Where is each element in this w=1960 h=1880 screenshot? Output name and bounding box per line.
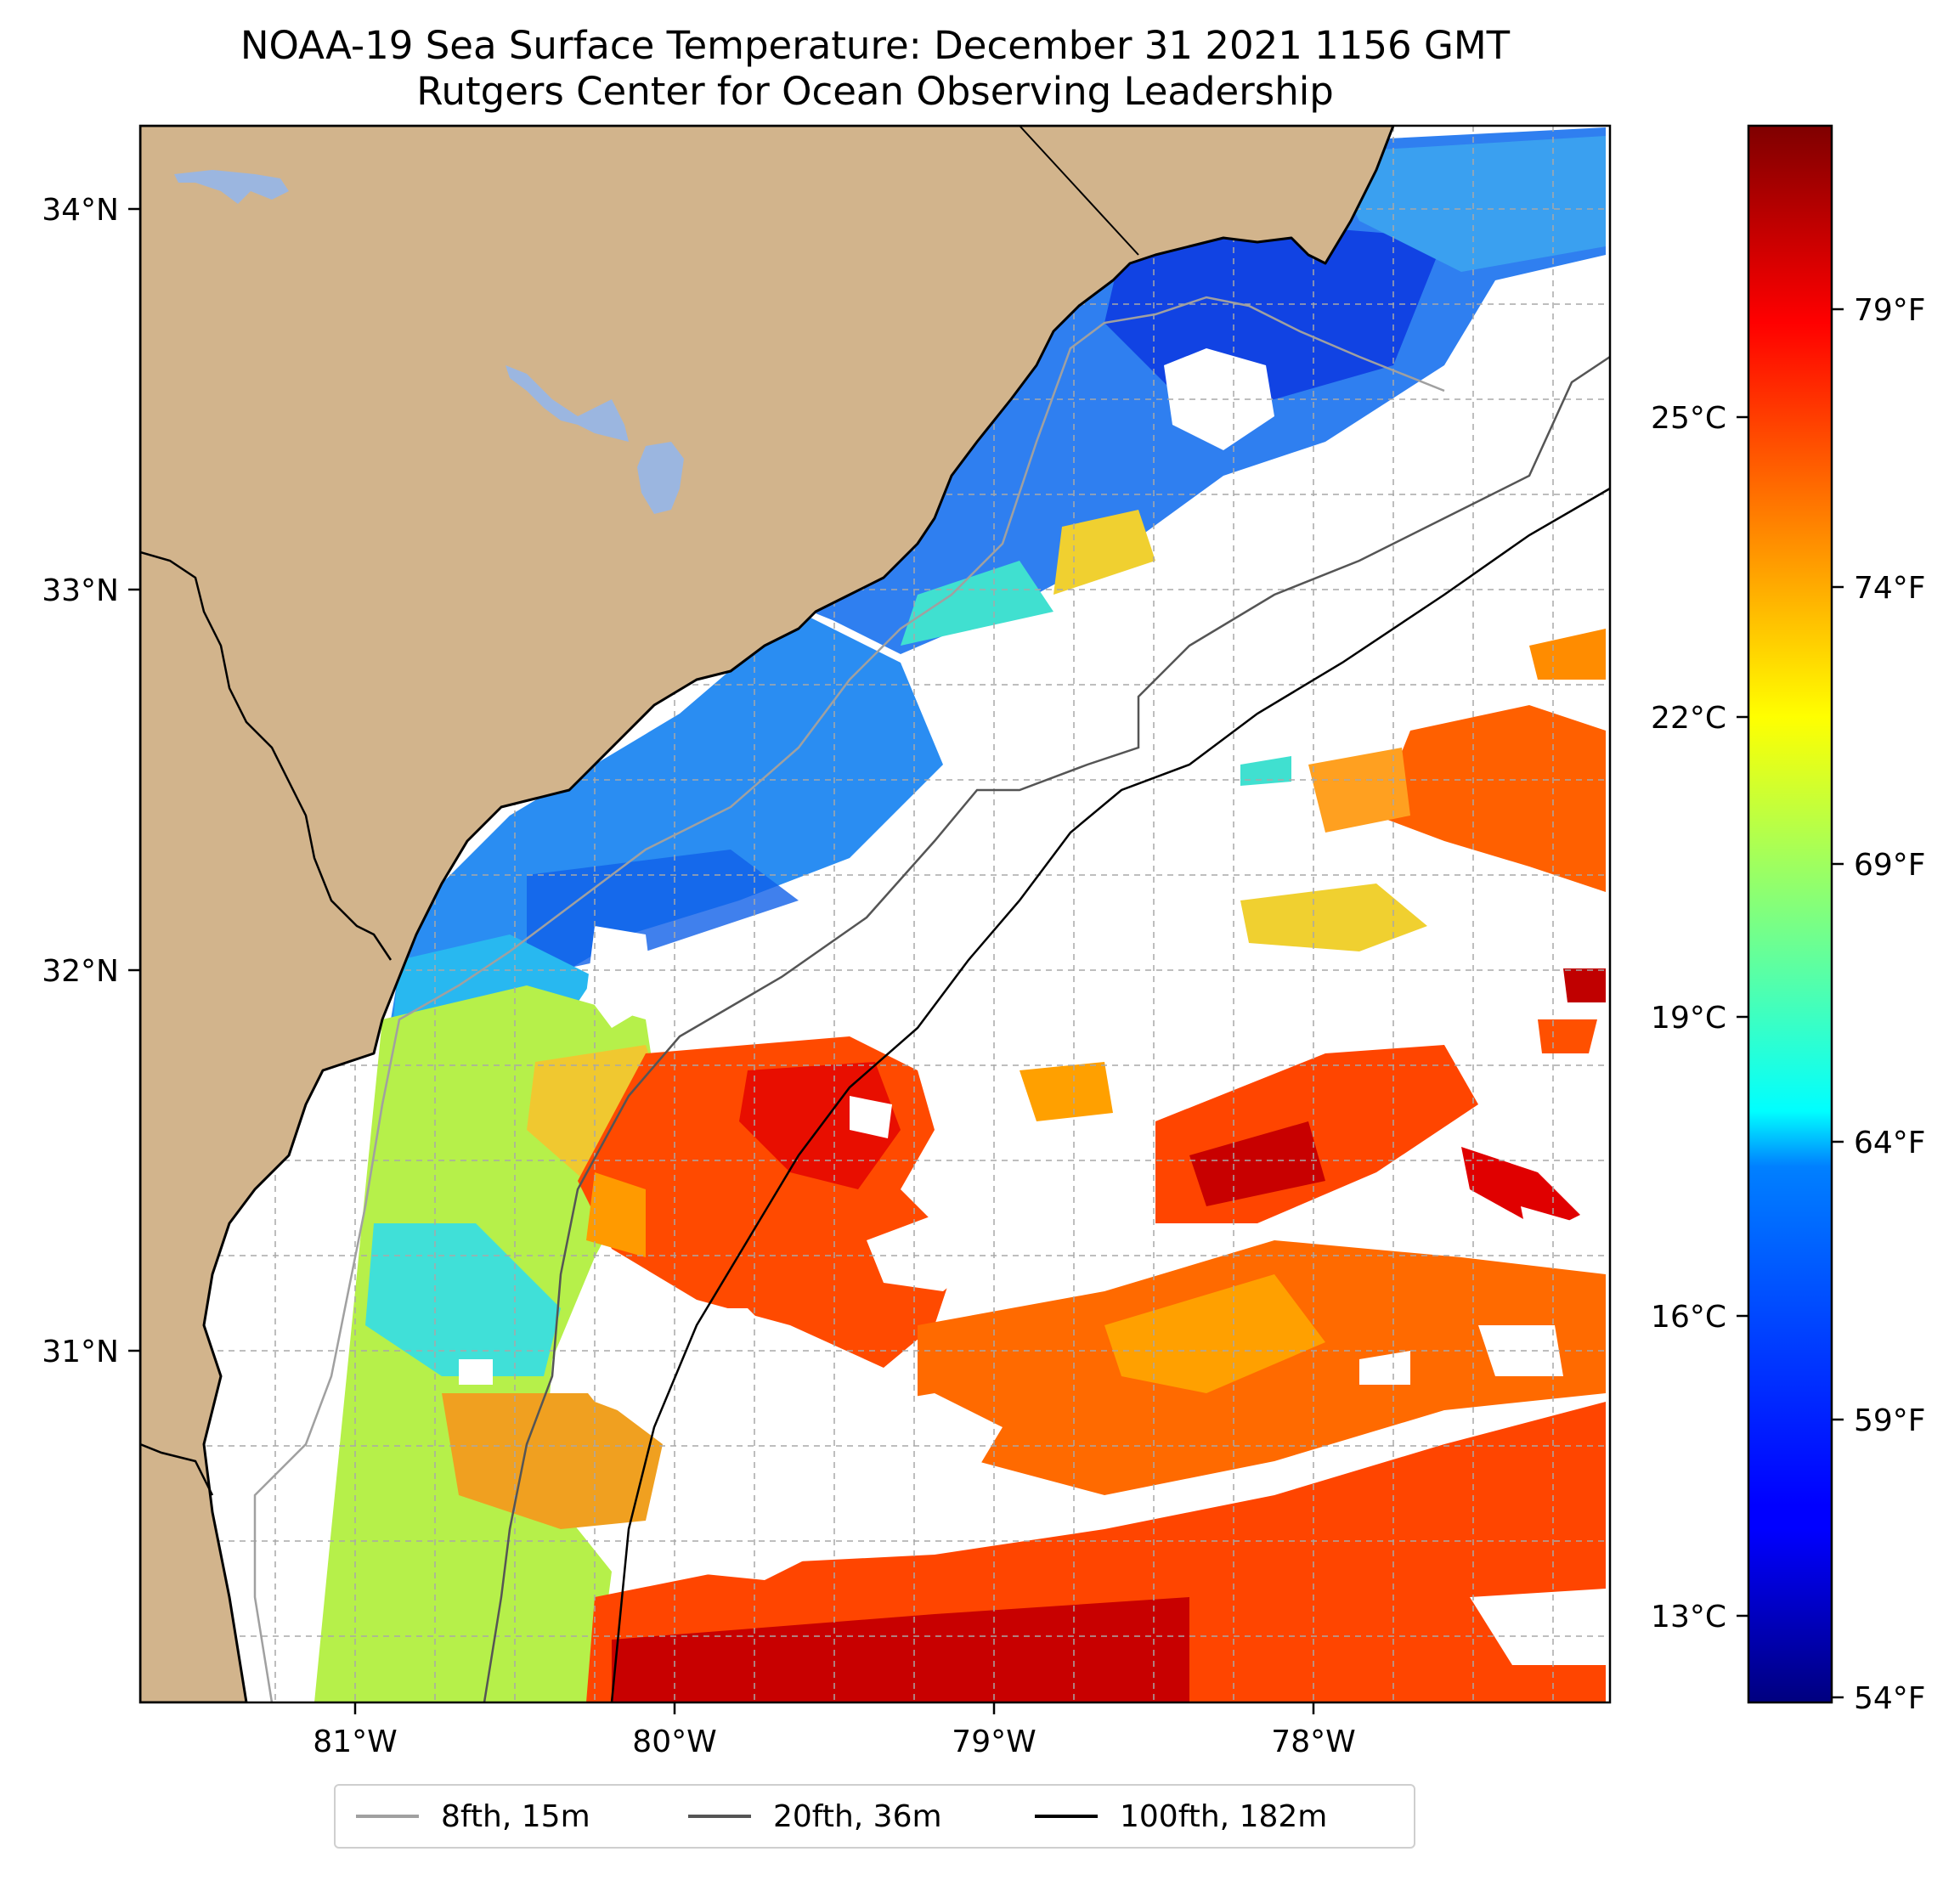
- legend-item-8fth: 8fth, 15m: [356, 1786, 590, 1847]
- legend-label-20fth: 20fth, 36m: [773, 1798, 942, 1834]
- lon-label-78w: 78°W: [1271, 1725, 1355, 1759]
- colorbar-label-54f: 54°F: [1854, 1681, 1926, 1716]
- contour-8fth: [253, 296, 1445, 1702]
- colorbar-label-13c: 13°C: [1651, 1600, 1726, 1634]
- river: [140, 1442, 214, 1496]
- colorbar-label-25c: 25°C: [1651, 401, 1726, 436]
- legend: 8fth, 15m 20fth, 36m 100fth, 182m: [334, 1784, 1415, 1849]
- colorbar-label-64f: 64°F: [1854, 1126, 1926, 1160]
- colorbar-label-19c: 19°C: [1651, 1001, 1726, 1036]
- legend-swatch-20fth: [688, 1815, 751, 1818]
- land-mass: [140, 126, 1395, 1702]
- sst-field: [314, 127, 1606, 1702]
- legend-item-20fth: 20fth, 36m: [688, 1786, 942, 1847]
- legend-label-8fth: 8fth, 15m: [441, 1798, 590, 1834]
- legend-label-100fth: 100fth, 182m: [1120, 1798, 1328, 1834]
- lon-label-80w: 80°W: [632, 1725, 716, 1759]
- state-border: [1019, 126, 1139, 256]
- colorbar-label-59f: 59°F: [1854, 1403, 1926, 1438]
- colorbar-fahrenheit-ticks: [1832, 308, 1844, 1699]
- contour-100fth: [610, 487, 1610, 1702]
- river: [140, 550, 393, 961]
- colorbar-label-79f: 79°F: [1854, 293, 1926, 328]
- colorbar-label-16c: 16°C: [1651, 1300, 1726, 1335]
- chart-subtitle: Rutgers Center for Ocean Observing Leade…: [416, 69, 1334, 114]
- chart-title: NOAA-19 Sea Surface Temperature: Decembe…: [240, 23, 1511, 68]
- legend-swatch-100fth: [1035, 1815, 1098, 1818]
- map-frame: [138, 124, 1612, 1704]
- lat-label-34n: 34°N: [42, 193, 119, 228]
- colorbar-label-69f: 69°F: [1854, 848, 1926, 883]
- lon-label-81w: 81°W: [313, 1725, 397, 1759]
- colorbar: [1747, 124, 1833, 1704]
- legend-item-100fth: 100fth, 182m: [1035, 1786, 1327, 1847]
- lon-label-79w: 79°W: [952, 1725, 1036, 1759]
- cloud-mask: [459, 348, 1606, 1665]
- lat-label-32n: 32°N: [42, 954, 119, 989]
- lakes: [174, 170, 684, 514]
- colorbar-label-22c: 22°C: [1651, 701, 1726, 736]
- colorbar-celsius-ticks: [1737, 415, 1748, 1617]
- axis-ticks: [128, 207, 1315, 1714]
- lat-label-31n: 31°N: [42, 1335, 119, 1369]
- lat-label-33n: 33°N: [42, 573, 119, 608]
- colorbar-label-74f: 74°F: [1854, 571, 1926, 606]
- legend-swatch-8fth: [356, 1815, 419, 1818]
- contour-20fth: [483, 355, 1610, 1702]
